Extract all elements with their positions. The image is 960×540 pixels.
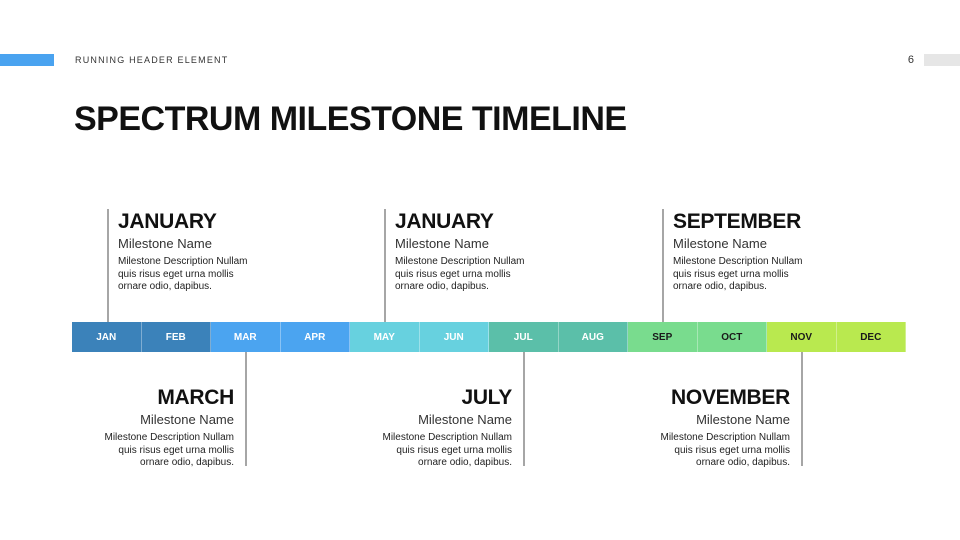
month-cell-jun: JUN bbox=[419, 322, 489, 352]
milestone-bottom: NOVEMBER Milestone Name Milestone Descri… bbox=[610, 386, 791, 470]
month-cell-oct: OCT bbox=[697, 322, 767, 352]
milestone-connector bbox=[384, 209, 386, 322]
milestone-connector bbox=[523, 352, 525, 466]
milestone-description: Milestone Description Nullam quis risus … bbox=[104, 432, 235, 468]
milestone-description: Milestone Description Nullam quis risus … bbox=[673, 256, 803, 292]
milestone-description: Milestone Description Nullam quis risus … bbox=[118, 256, 248, 292]
milestone-connector bbox=[107, 209, 109, 322]
month-cell-sep: SEP bbox=[628, 322, 698, 352]
milestone-month: SEPTEMBER bbox=[673, 210, 801, 233]
month-cell-jan: JAN bbox=[72, 322, 142, 352]
month-cell-aug: AUG bbox=[558, 322, 628, 352]
page-accent-bar bbox=[924, 54, 960, 66]
page-number: 6 bbox=[907, 54, 914, 66]
running-header: RUNNING HEADER ELEMENT bbox=[75, 55, 229, 65]
milestone-month: JANUARY bbox=[395, 210, 494, 233]
month-cell-apr: APR bbox=[280, 322, 350, 352]
milestone-connector bbox=[245, 352, 247, 466]
milestone-top: SEPTEMBER Milestone Name Milestone Descr… bbox=[673, 210, 853, 294]
milestone-bottom: MARCH Milestone Name Milestone Descripti… bbox=[54, 386, 235, 470]
header-accent-bar bbox=[0, 54, 54, 66]
milestone-top: JANUARY Milestone Name Milestone Descrip… bbox=[118, 210, 298, 294]
milestone-month: JULY bbox=[461, 386, 512, 409]
milestone-connector bbox=[662, 209, 664, 322]
month-cell-mar: MAR bbox=[211, 322, 281, 352]
milestone-name: Milestone Name bbox=[118, 236, 212, 251]
milestone-name: Milestone Name bbox=[673, 236, 767, 251]
month-timeline-bar: JAN FEB MAR APR MAY JUN JUL AUG SEP OCT NOV DEC bbox=[72, 322, 906, 352]
month-cell-nov: NOV bbox=[767, 322, 837, 352]
milestone-name: Milestone Name bbox=[140, 412, 234, 427]
milestone-description: Milestone Description Nullam quis risus … bbox=[382, 432, 513, 468]
milestone-name: Milestone Name bbox=[696, 412, 790, 427]
milestone-month: JANUARY bbox=[118, 210, 217, 233]
month-cell-may: MAY bbox=[350, 322, 420, 352]
milestone-bottom: JULY Milestone Name Milestone Descriptio… bbox=[332, 386, 513, 470]
milestone-description: Milestone Description Nullam quis risus … bbox=[660, 432, 791, 468]
milestone-description: Milestone Description Nullam quis risus … bbox=[395, 256, 525, 292]
milestone-name: Milestone Name bbox=[395, 236, 489, 251]
milestone-month: NOVEMBER bbox=[671, 386, 790, 409]
milestone-top: JANUARY Milestone Name Milestone Descrip… bbox=[395, 210, 575, 294]
milestone-name: Milestone Name bbox=[418, 412, 512, 427]
month-cell-feb: FEB bbox=[141, 322, 211, 352]
month-cell-jul: JUL bbox=[489, 322, 559, 352]
milestone-connector bbox=[801, 352, 803, 466]
milestone-month: MARCH bbox=[157, 386, 234, 409]
page-title: SPECTRUM MILESTONE TIMELINE bbox=[74, 100, 627, 138]
month-cell-dec: DEC bbox=[836, 322, 906, 352]
